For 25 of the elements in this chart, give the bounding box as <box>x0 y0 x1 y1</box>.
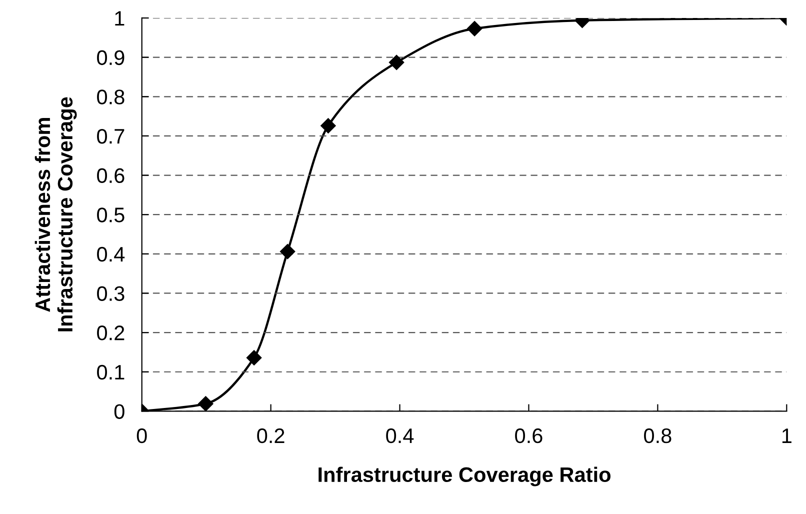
x-tick-label: 0.8 <box>644 428 672 444</box>
x-tick-label: 1 <box>782 428 792 443</box>
point <box>467 21 482 36</box>
x-tick-label: 0.2 <box>257 428 284 444</box>
y-tick-label: 0 <box>114 404 124 419</box>
point <box>388 54 404 70</box>
x-tick-label: 0.4 <box>386 428 414 444</box>
y-tick-label: 0.2 <box>97 326 124 340</box>
point <box>320 118 336 134</box>
y-tick-label: 0.5 <box>97 208 124 222</box>
y-tick-label: 0.1 <box>97 364 124 380</box>
y-tick-label: 0.3 <box>97 286 124 301</box>
y-tick-label: 0.9 <box>97 50 124 66</box>
x-tick-label: 0.6 <box>515 428 542 444</box>
y-tick-label: 0.6 <box>97 168 124 184</box>
point <box>198 396 214 412</box>
point <box>246 350 262 366</box>
y-tick-label: 1 <box>115 11 124 26</box>
x-tick-label: 0 <box>136 428 147 444</box>
x-axis-title: Infrastructure Coverage Ratio <box>318 466 610 486</box>
y-axis-title: Attractiveness from Infrastructure Coverage <box>34 97 77 332</box>
point <box>280 244 296 260</box>
y-tick-label: 0.4 <box>97 246 125 262</box>
y-tick-label: 0.8 <box>97 90 124 104</box>
y-tick-label: 0.7 <box>97 128 124 144</box>
